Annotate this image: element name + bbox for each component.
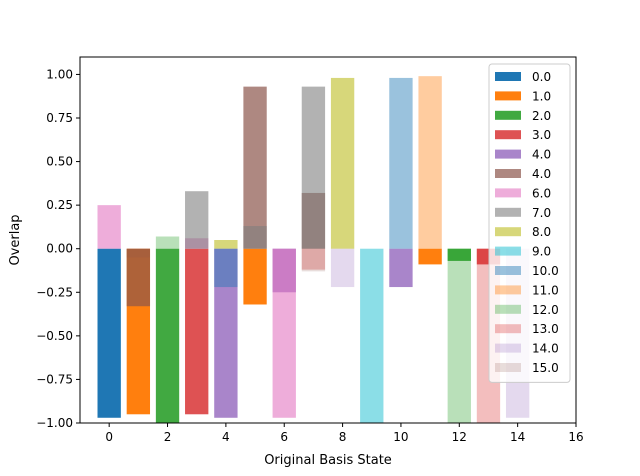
legend-entry: 7.0 [532,206,551,220]
bar-series-6-state-6 [272,248,296,418]
legend-box [488,63,571,383]
bar-series-7-state-7 [301,86,326,249]
bar-series-15-state-1 [126,248,151,258]
x-axis-label: Original Basis State [264,453,392,468]
y-tick-label: 0.75 [46,111,73,125]
legend-swatch [495,304,521,314]
x-tick-label: 10 [393,430,408,444]
x-tick-label: 8 [339,430,347,444]
legend-swatch [495,72,521,81]
bar-series-4-state-10 [389,248,413,288]
legend-entry: 11.0 [532,283,559,297]
bar-series-11-state-11 [418,76,442,249]
bar-series-13-state-7 [301,248,326,270]
legend-swatch [495,324,521,334]
bar-series-15-state-7 [301,248,326,272]
bar-series-2-state-2 [155,248,180,423]
legend-entry: 12.0 [532,303,559,317]
x-tick-label: 14 [510,430,525,444]
bar-series-10-state-10 [389,77,413,249]
legend-entry: 4.0 [532,167,551,181]
legend-entry: 1.0 [532,89,551,103]
y-tick-label: 1.00 [46,67,73,81]
bar-series-8-state-8 [330,77,355,249]
bar-series-5-state-5 [243,86,267,249]
y-axis-label: Overlap [8,214,23,265]
legend-entry: 10.0 [532,264,559,278]
bar-series-3-state-3 [185,248,209,415]
legend-swatch [495,246,521,256]
x-tick-label: 12 [452,430,467,444]
legend-entry: 4.0 [532,148,551,162]
y-tick-label: 0.50 [46,155,73,169]
legend-entry: 13.0 [532,322,559,336]
legend-swatch [495,110,521,120]
x-axis-ticks: 0 2 4 6 8 10 12 14 16 [105,423,584,444]
legend-swatch [495,188,521,198]
bars-group [97,76,530,423]
y-tick-label: −0.75 [36,372,73,386]
legend-entry: 6.0 [532,186,551,200]
x-tick-label: 2 [164,430,172,444]
legend-entry: 15.0 [532,361,559,375]
legend-entry: 0.0 [532,70,551,84]
legend-swatch [495,227,521,237]
bar-series-6-state-0 [97,205,121,249]
bar-series-5-state-1 [126,248,151,307]
bar-series-2-state-12 [447,248,471,261]
legend-swatch [495,266,521,275]
legend-swatch [495,343,521,353]
legend-entry: 3.0 [532,128,551,142]
bar-series-7-state-3 [185,191,209,249]
bar-series-8-state-4 [214,240,238,249]
bar-series-12-state-12 [447,248,471,423]
legend-entry: 2.0 [532,109,551,123]
bar-series-9-state-9 [360,248,384,423]
legend-swatch [495,130,521,140]
bar-series-7-state-5 [243,226,267,249]
bar-series-1-state-5 [243,248,267,305]
legend-entry: 9.0 [532,245,551,259]
bar-series-1-state-11 [418,248,442,265]
y-tick-label: 0.25 [46,198,73,212]
y-axis-ticks: −1.00 −0.75 −0.50 −0.25 0.00 0.25 0.50 0.75 1.00 [36,67,80,430]
legend-swatch [495,363,521,372]
legend-swatch [495,91,521,101]
y-tick-label: −1.00 [36,416,73,430]
legend-entry: 8.0 [532,225,551,239]
legend: 0.0 1.0 2.0 3.0 4.0 4.0 6.0 7.0 8.0 9.0 10.0 11.0 12… [488,63,571,383]
legend-swatch [495,285,521,295]
y-tick-label: −0.50 [36,329,73,343]
x-tick-label: 0 [105,430,113,444]
x-tick-label: 4 [222,430,230,444]
x-tick-label: 16 [568,430,583,444]
bar-series-10-state-4 [214,248,238,288]
axes-frame [79,56,577,424]
legend-entry: 14.0 [532,342,559,356]
bar-series-14-state-8 [330,248,355,288]
bar-series-4-state-4 [214,248,238,418]
y-tick-label: 0.00 [46,242,73,256]
legend-swatch [495,207,521,217]
bar-series-12-state-2 [155,236,180,249]
y-tick-label: −0.25 [36,285,73,299]
bar-series-0-state-0 [97,248,121,418]
legend-swatch [495,169,521,178]
x-tick-label: 6 [280,430,288,444]
legend-swatch [495,149,521,159]
